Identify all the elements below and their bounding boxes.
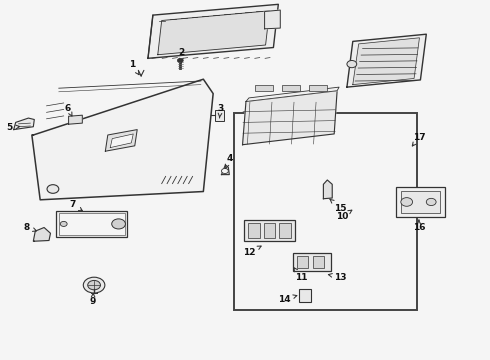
Bar (234, 113, 416, 310)
Text: 5: 5 (7, 123, 20, 132)
Text: 11: 11 (294, 268, 308, 282)
Polygon shape (353, 38, 419, 85)
Text: 1: 1 (129, 60, 139, 75)
Bar (299, 289, 311, 302)
Text: 7: 7 (69, 200, 82, 211)
Bar (293, 253, 331, 271)
Text: 4: 4 (225, 154, 233, 168)
Polygon shape (69, 115, 82, 124)
Circle shape (112, 219, 125, 229)
Circle shape (47, 185, 59, 193)
Bar (401, 191, 440, 213)
Bar (396, 187, 445, 217)
Bar (215, 110, 224, 121)
Bar (279, 223, 291, 238)
Text: 13: 13 (328, 273, 347, 282)
Polygon shape (32, 79, 213, 200)
Text: 10: 10 (336, 210, 352, 221)
Circle shape (60, 221, 67, 226)
Text: 16: 16 (413, 220, 425, 232)
Circle shape (83, 277, 105, 293)
Text: 8: 8 (24, 223, 36, 232)
Text: 3: 3 (218, 104, 223, 118)
Text: 12: 12 (243, 246, 261, 257)
Polygon shape (158, 11, 270, 55)
Circle shape (88, 280, 100, 290)
Polygon shape (148, 4, 278, 58)
Text: 17: 17 (412, 133, 425, 146)
Circle shape (221, 168, 228, 174)
Polygon shape (243, 91, 337, 145)
Polygon shape (347, 34, 426, 87)
Text: 9: 9 (90, 293, 97, 306)
Polygon shape (14, 118, 34, 130)
Bar (56, 211, 127, 237)
Polygon shape (105, 130, 137, 151)
Text: 14: 14 (278, 295, 297, 304)
Bar (282, 85, 300, 91)
Text: 15: 15 (330, 199, 347, 212)
Bar (297, 256, 308, 268)
Text: 2: 2 (178, 48, 184, 62)
Bar (59, 213, 125, 235)
Polygon shape (323, 180, 332, 199)
Polygon shape (221, 165, 229, 175)
Polygon shape (265, 10, 280, 29)
Bar (255, 85, 273, 91)
Bar (248, 223, 260, 238)
Polygon shape (33, 228, 50, 241)
Bar (313, 256, 324, 268)
Polygon shape (246, 87, 339, 102)
Text: 6: 6 (65, 104, 72, 116)
Polygon shape (110, 134, 133, 148)
Bar (309, 85, 327, 91)
Bar (244, 220, 295, 241)
Circle shape (347, 60, 357, 68)
Circle shape (426, 198, 436, 206)
Bar (264, 223, 275, 238)
Circle shape (177, 58, 183, 63)
Circle shape (401, 198, 413, 206)
